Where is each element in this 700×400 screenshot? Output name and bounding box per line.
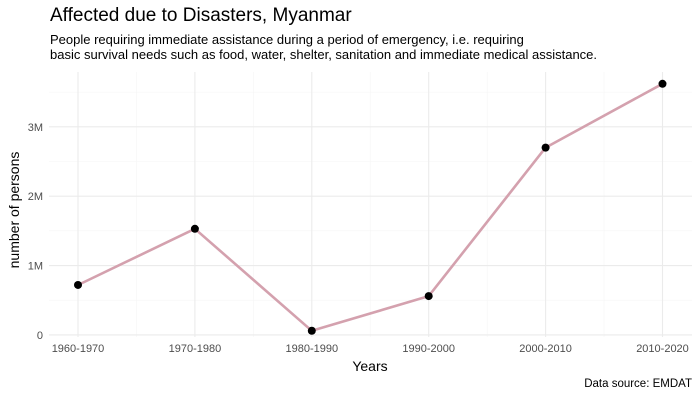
subtitle-line-1: People requiring immediate assistance du… [50,32,524,47]
data-point [424,292,433,301]
x-tick-label: 1990-2000 [402,343,455,355]
tick-labels: 0 1M 2M 3M 1960-1970 1970-1980 1980-1990 1990-2… [28,122,689,355]
y-axis-title: number of persons [6,152,22,269]
data-source-caption: Data source: EMDAT [584,378,692,390]
chart-title: Affected due to Disasters, Myanmar [50,5,352,26]
series-line [76,82,664,333]
x-axis-title: Years [352,358,387,374]
data-point [541,143,550,152]
y-tick-label: 3M [28,122,43,134]
x-tick-label: 1960-1970 [52,343,105,355]
data-point [74,280,82,289]
chart-subtitle: People requiring immediate assistance du… [50,32,690,62]
x-tick-label: 2010-2020 [636,343,689,355]
series-layer [74,79,667,335]
x-tick-label: 2000-2010 [519,343,572,355]
data-point [307,326,316,335]
y-tick-label: 1M [28,261,43,273]
x-tick-label: 1980-1990 [285,343,338,355]
grid-lines [49,72,692,337]
y-tick-label: 2M [28,191,43,203]
subtitle-line-2: basic survival needs such as food, water… [50,47,598,62]
data-point [190,224,199,233]
x-tick-label: 1970-1980 [169,343,222,355]
data-point [658,79,667,88]
y-tick-label: 0 [37,330,43,342]
